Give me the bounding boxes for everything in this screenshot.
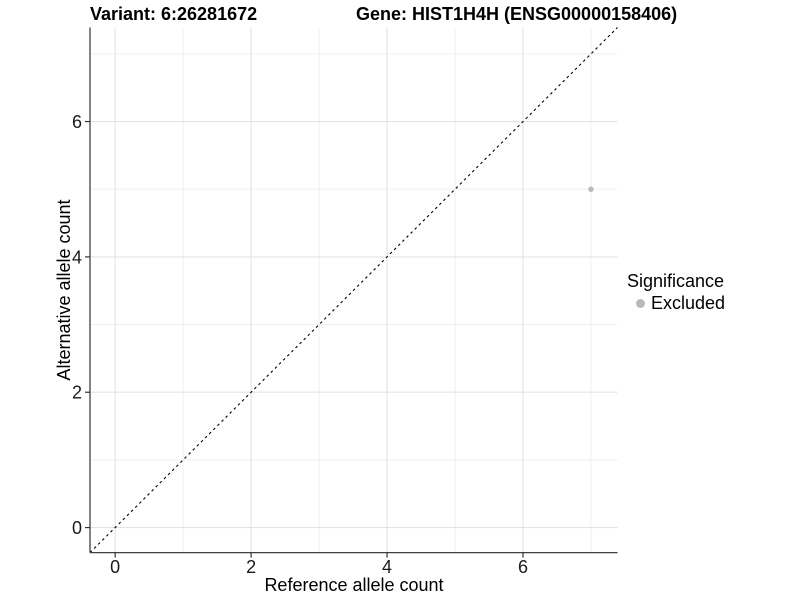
data-point	[588, 186, 594, 192]
y-tick-label: 6	[72, 112, 82, 132]
y-tick-label: 4	[72, 247, 82, 267]
y-tick-label: 0	[72, 518, 82, 538]
identity-line	[89, 27, 618, 553]
x-axis-title: Reference allele count	[264, 575, 444, 595]
legend-item-excluded: Excluded	[627, 292, 725, 314]
legend-title: Significance	[627, 271, 725, 291]
x-tick-label: 0	[110, 557, 120, 577]
y-tick-label: 2	[72, 383, 82, 403]
plot-title-variant: Variant: 6:26281672	[90, 4, 258, 24]
x-tick-label: 4	[382, 557, 392, 577]
x-tick-label: 2	[246, 557, 256, 577]
legend: Significance Excluded	[627, 270, 725, 314]
y-axis-title: Alternative allele count	[54, 199, 74, 381]
x-tick-label: 6	[518, 557, 528, 577]
legend-item-label: Excluded	[651, 293, 726, 313]
plot-title-gene: Gene: HIST1H4H (ENSG00000158406)	[356, 4, 678, 24]
legend-point-swatch	[636, 298, 645, 308]
